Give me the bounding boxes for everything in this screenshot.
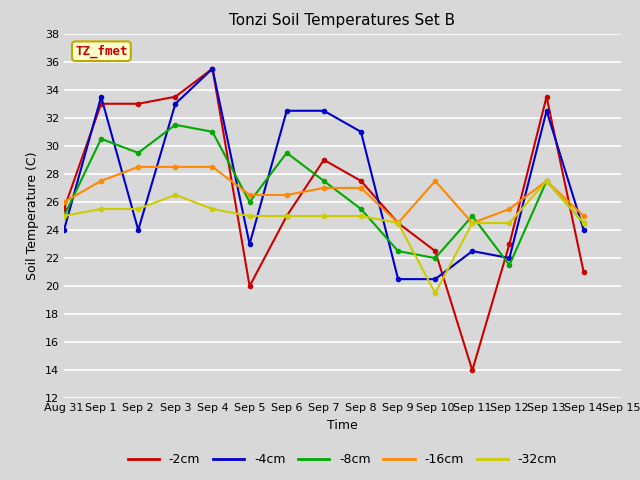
X-axis label: Time: Time	[327, 419, 358, 432]
Y-axis label: Soil Temperature (C): Soil Temperature (C)	[26, 152, 39, 280]
Legend: -2cm, -4cm, -8cm, -16cm, -32cm: -2cm, -4cm, -8cm, -16cm, -32cm	[123, 448, 562, 471]
Title: Tonzi Soil Temperatures Set B: Tonzi Soil Temperatures Set B	[229, 13, 456, 28]
Text: TZ_fmet: TZ_fmet	[75, 45, 127, 58]
